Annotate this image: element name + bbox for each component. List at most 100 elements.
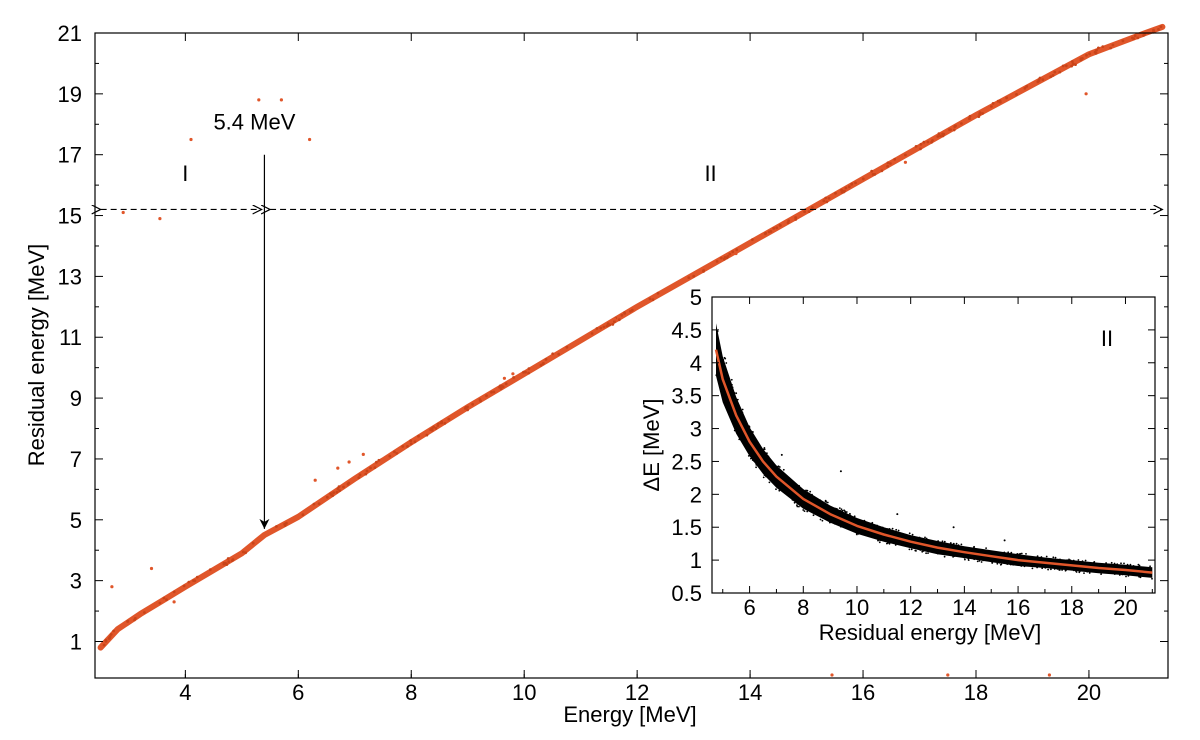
band-point bbox=[854, 181, 857, 185]
inset-scatter-point bbox=[1066, 559, 1068, 562]
inset-scatter-point bbox=[724, 357, 727, 360]
band-point bbox=[922, 140, 926, 144]
inset-scatter-point bbox=[755, 466, 757, 469]
band-point bbox=[726, 255, 730, 258]
inset-scatter-point bbox=[1036, 555, 1039, 558]
band-point bbox=[722, 257, 726, 261]
inset-scatter-point bbox=[778, 489, 781, 492]
inset-scatter-point bbox=[1061, 569, 1063, 571]
band-point bbox=[335, 490, 339, 494]
inset-scatter-point bbox=[1093, 561, 1096, 563]
inset-scatter-point bbox=[738, 438, 741, 441]
band-point bbox=[939, 134, 942, 138]
band-point bbox=[764, 232, 767, 236]
band-point bbox=[930, 140, 933, 144]
band-point bbox=[312, 502, 316, 506]
inset-scatter-point bbox=[1047, 568, 1049, 571]
inset-scatter-point bbox=[796, 502, 799, 505]
band-point bbox=[527, 367, 531, 370]
band-point bbox=[1136, 36, 1140, 40]
inset-scatter-point bbox=[1016, 553, 1019, 555]
inset-x-tick-label: 8 bbox=[797, 595, 809, 620]
band-point bbox=[388, 454, 392, 458]
inset-stray-point bbox=[896, 513, 899, 516]
band-point bbox=[325, 495, 329, 499]
y-tick-label: 9 bbox=[70, 386, 82, 411]
inset-scatter-point bbox=[716, 330, 719, 333]
band-point bbox=[162, 596, 166, 600]
inset-scatter-point bbox=[844, 510, 846, 512]
inset-scatter-point bbox=[1006, 563, 1009, 565]
inset-scatter-point bbox=[925, 537, 928, 540]
band-point bbox=[165, 598, 168, 602]
band-point bbox=[728, 252, 732, 256]
inset-scatter-point bbox=[999, 563, 1002, 566]
band-point bbox=[447, 417, 451, 421]
inset-data-points bbox=[714, 323, 1153, 580]
inset-scatter-point bbox=[991, 561, 994, 564]
band-point bbox=[1157, 28, 1160, 31]
inset-scatter-point bbox=[793, 501, 796, 504]
band-point bbox=[990, 105, 993, 108]
inset-scatter-point bbox=[1064, 569, 1067, 572]
outlier-point bbox=[110, 585, 114, 589]
band-point bbox=[731, 250, 735, 254]
outlier-point bbox=[336, 466, 340, 470]
inset-scatter-point bbox=[998, 561, 1001, 564]
band-point bbox=[991, 102, 995, 105]
inset-scatter-point bbox=[1137, 563, 1140, 566]
band-point bbox=[919, 147, 922, 151]
band-point bbox=[842, 190, 845, 194]
band-point bbox=[490, 390, 493, 394]
band-point bbox=[504, 382, 508, 386]
band-point bbox=[317, 502, 321, 505]
inset-scatter-point bbox=[978, 560, 981, 562]
inset-scatter-point bbox=[1053, 568, 1056, 570]
inset-scatter-point bbox=[924, 536, 926, 539]
band-point bbox=[936, 135, 940, 138]
band-point bbox=[1088, 52, 1091, 56]
outlier-point bbox=[313, 478, 317, 482]
band-point bbox=[498, 384, 502, 388]
inset-scatter-point bbox=[1073, 569, 1075, 572]
band-point bbox=[443, 422, 447, 425]
outlier-point bbox=[308, 137, 312, 142]
band-point bbox=[617, 318, 621, 322]
inset-scatter-point bbox=[887, 528, 889, 530]
outlier-point bbox=[502, 376, 506, 380]
band-point bbox=[401, 445, 405, 448]
inset-y-tick-label: 4.5 bbox=[671, 318, 702, 343]
inset-scatter-point bbox=[1100, 573, 1102, 575]
outlier-point bbox=[121, 210, 125, 215]
band-point bbox=[926, 140, 930, 144]
band-point bbox=[479, 399, 482, 403]
band-point bbox=[787, 219, 791, 223]
inset-scatter-point bbox=[985, 547, 987, 549]
inset-scatter-point bbox=[1110, 561, 1113, 564]
inset-scatter-point bbox=[1088, 572, 1091, 574]
band-point bbox=[1037, 78, 1041, 82]
band-point bbox=[1085, 53, 1088, 57]
y-tick-label: 19 bbox=[58, 82, 82, 107]
inset-scatter-point bbox=[878, 541, 881, 544]
y-tick-label: 5 bbox=[70, 508, 82, 533]
band-point bbox=[1053, 70, 1057, 74]
main-x-axis-label: Energy [MeV] bbox=[563, 702, 696, 727]
band-point bbox=[1005, 96, 1008, 100]
inset-scatter-point bbox=[911, 533, 914, 536]
band-point bbox=[222, 561, 226, 565]
band-point bbox=[941, 134, 945, 138]
inset-stray-point bbox=[780, 453, 783, 456]
band-point bbox=[886, 164, 889, 168]
band-point bbox=[230, 559, 234, 562]
inset-scatter-point bbox=[1059, 558, 1061, 561]
x-tick-label: 4 bbox=[179, 680, 191, 705]
inset-region-label: II bbox=[1101, 326, 1113, 351]
y-tick-label: 17 bbox=[58, 143, 82, 168]
inset-scatter-point bbox=[1036, 566, 1038, 569]
y-tick-label: 21 bbox=[58, 21, 82, 46]
band-point bbox=[825, 200, 829, 204]
inset-scatter-point bbox=[1072, 559, 1075, 562]
inset-scatter-point bbox=[1045, 555, 1048, 558]
inset-scatter-point bbox=[750, 430, 753, 433]
